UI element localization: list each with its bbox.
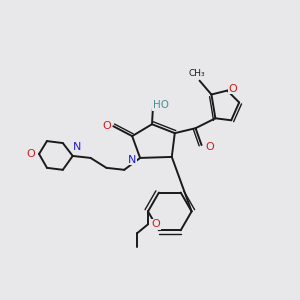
Text: O: O [152, 219, 160, 229]
Text: N: N [73, 142, 81, 152]
Text: O: O [229, 84, 238, 94]
Text: N: N [128, 155, 136, 165]
Text: O: O [102, 121, 111, 131]
Text: CH₃: CH₃ [188, 69, 205, 78]
Text: O: O [205, 142, 214, 152]
Text: O: O [27, 149, 35, 159]
Text: HO: HO [153, 100, 169, 110]
